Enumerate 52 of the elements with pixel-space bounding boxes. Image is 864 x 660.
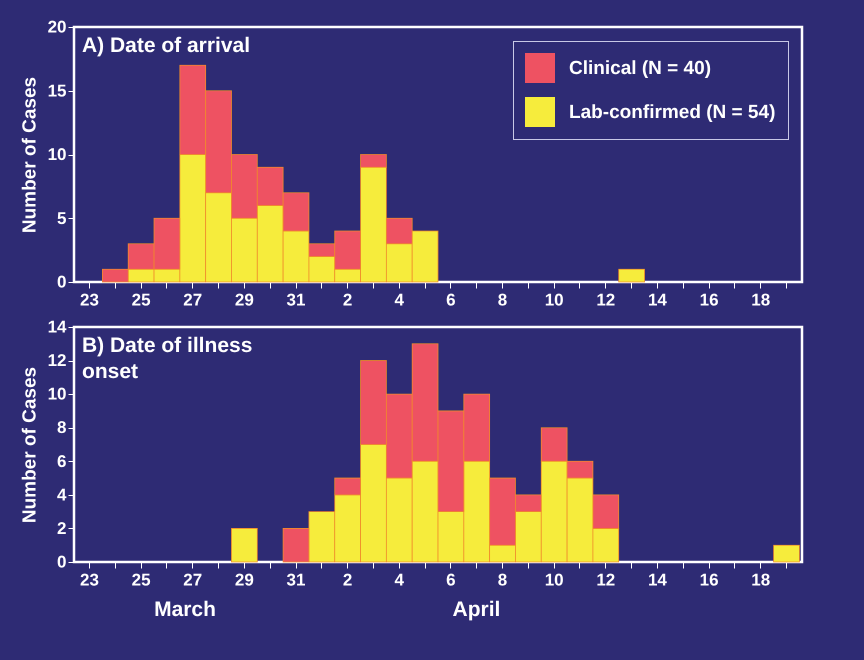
y-tick-label: 8 [57, 418, 66, 438]
x-tick-label: 16 [700, 570, 719, 590]
text: B) Date of illness onset [82, 334, 252, 383]
y-tick-label: 14 [48, 318, 68, 336]
chart-title: A) Date of arrival [82, 34, 250, 57]
text: April [452, 598, 500, 621]
x-tick-label: 29 [234, 570, 254, 590]
x-tick-label: 27 [183, 570, 202, 590]
y-tick-label: 0 [57, 272, 66, 292]
x-tick-label: 25 [132, 290, 151, 310]
y-tick-label: 0 [57, 552, 66, 572]
x-tick-label: 16 [700, 290, 719, 310]
x-tick-label: 4 [394, 570, 405, 590]
bar [618, 268, 645, 282]
x-tick-label: 10 [544, 570, 564, 590]
x-tick-label: 14 [648, 570, 668, 590]
x-tick-label: 6 [446, 290, 456, 310]
x-tick-label: 4 [394, 290, 405, 310]
y-tick-label: 4 [57, 485, 68, 504]
x-tick-label: 12 [596, 290, 616, 310]
x-tick-label: 23 [80, 570, 99, 590]
x-tick-label: 2 [342, 290, 352, 310]
x-tick-label: 2 [342, 570, 352, 590]
x-tick-label: 31 [286, 290, 306, 310]
y-axis-title: Number of Cases [20, 366, 41, 524]
y-tick-label: 12 [48, 351, 66, 370]
y-tick-label: 20 [48, 18, 66, 36]
y-tick-label: 5 [57, 208, 66, 228]
x-tick-label: 31 [286, 570, 306, 590]
x-tick-label: 6 [446, 570, 456, 590]
x-tick-label: 25 [132, 570, 151, 590]
bar [231, 528, 258, 562]
y-tick-label: 2 [57, 518, 66, 538]
x-tick-label: 18 [751, 290, 770, 310]
text: March [154, 598, 216, 621]
y-tick-label: 10 [48, 384, 66, 404]
x-tick-label: 14 [648, 290, 668, 310]
bar [773, 544, 800, 562]
y-tick-label: 10 [48, 145, 66, 164]
y-tick-label: 15 [48, 81, 66, 100]
legend-label: Lab-confirmed (N = 54) [569, 102, 776, 123]
legend-label: Clinical (N = 40) [569, 58, 712, 79]
y-tick-label: 6 [57, 452, 66, 471]
x-tick-label: 18 [751, 570, 770, 590]
x-tick-label: 8 [498, 570, 508, 590]
y-axis-title: Number of Cases [20, 76, 41, 234]
x-tick-label: 29 [234, 290, 254, 310]
x-tick-label: 8 [498, 290, 508, 310]
x-tick-label: 23 [80, 290, 99, 310]
x-tick-label: 10 [544, 290, 564, 310]
x-tick-label: 12 [596, 570, 616, 590]
x-tick-label: 27 [183, 290, 202, 310]
